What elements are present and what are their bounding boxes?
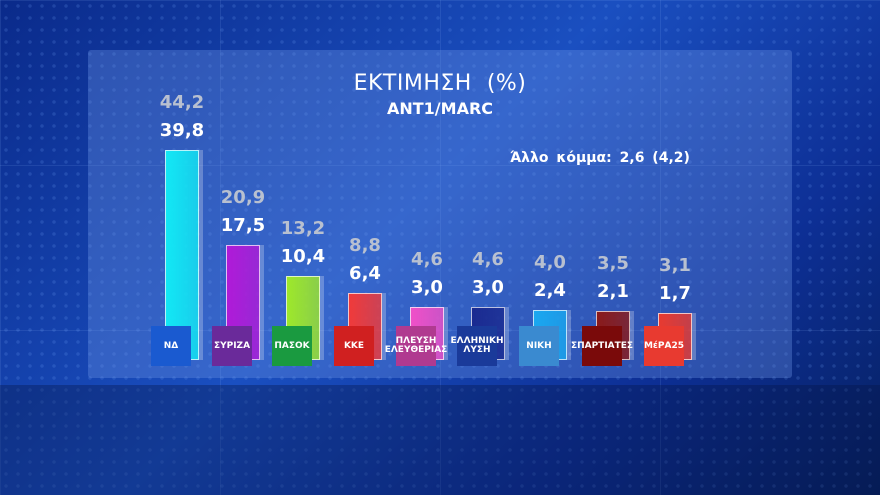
value-label-previous: 3,1 (659, 254, 691, 276)
party-logo-1: ΣΥΡΙΖΑ (212, 326, 252, 366)
value-label-current: 3,0 (472, 277, 504, 299)
party-logo-5: ΕΛΛΗΝΙΚΗ ΛΥΣΗ (451, 326, 504, 366)
value-label-current: 1,7 (659, 282, 691, 304)
value-label-current: 39,8 (159, 120, 205, 142)
value-label-current: 2,1 (597, 281, 629, 303)
party-logo-3: ΚΚΕ (334, 326, 374, 366)
other-party-note: Άλλο κόμμα: 2,6 (4,2) (510, 150, 690, 166)
party-logo-6: ΝΙΚΗ (519, 326, 559, 366)
value-label-current: 3,0 (411, 277, 443, 299)
chart-title: ΕΚΤΙΜΗΣΗ (%) (353, 71, 527, 96)
value-label-previous: 4,0 (534, 251, 566, 273)
value-label-previous: 44,2 (159, 92, 205, 114)
value-label-previous: 8,8 (349, 234, 381, 256)
party-logo-2: ΠΑΣΟΚ (272, 326, 312, 366)
value-label-previous: 3,5 (597, 253, 629, 275)
party-logo-7: ΣΠΑΡΤΙΑΤΕΣ (571, 326, 633, 366)
value-label-current: 10,4 (280, 245, 326, 267)
party-logo-0: ΝΔ (151, 326, 191, 366)
party-logo-4: ΠΛΕΥΣΗ ΕΛΕΥΘΕΡΙΑΣ (385, 326, 447, 366)
background-band (0, 385, 880, 495)
value-label-previous: 4,6 (472, 249, 504, 271)
value-label-previous: 20,9 (220, 187, 266, 209)
party-logo-8: ΜέΡΑ25 (644, 326, 684, 366)
value-label-previous: 4,6 (411, 249, 443, 271)
value-label-current: 17,5 (220, 215, 266, 237)
bar-0 (165, 150, 199, 360)
value-label-previous: 13,2 (280, 217, 326, 239)
chart-subtitle: ANT1/MARC (386, 99, 494, 118)
value-label-current: 2,4 (534, 279, 566, 301)
value-label-current: 6,4 (349, 262, 381, 284)
